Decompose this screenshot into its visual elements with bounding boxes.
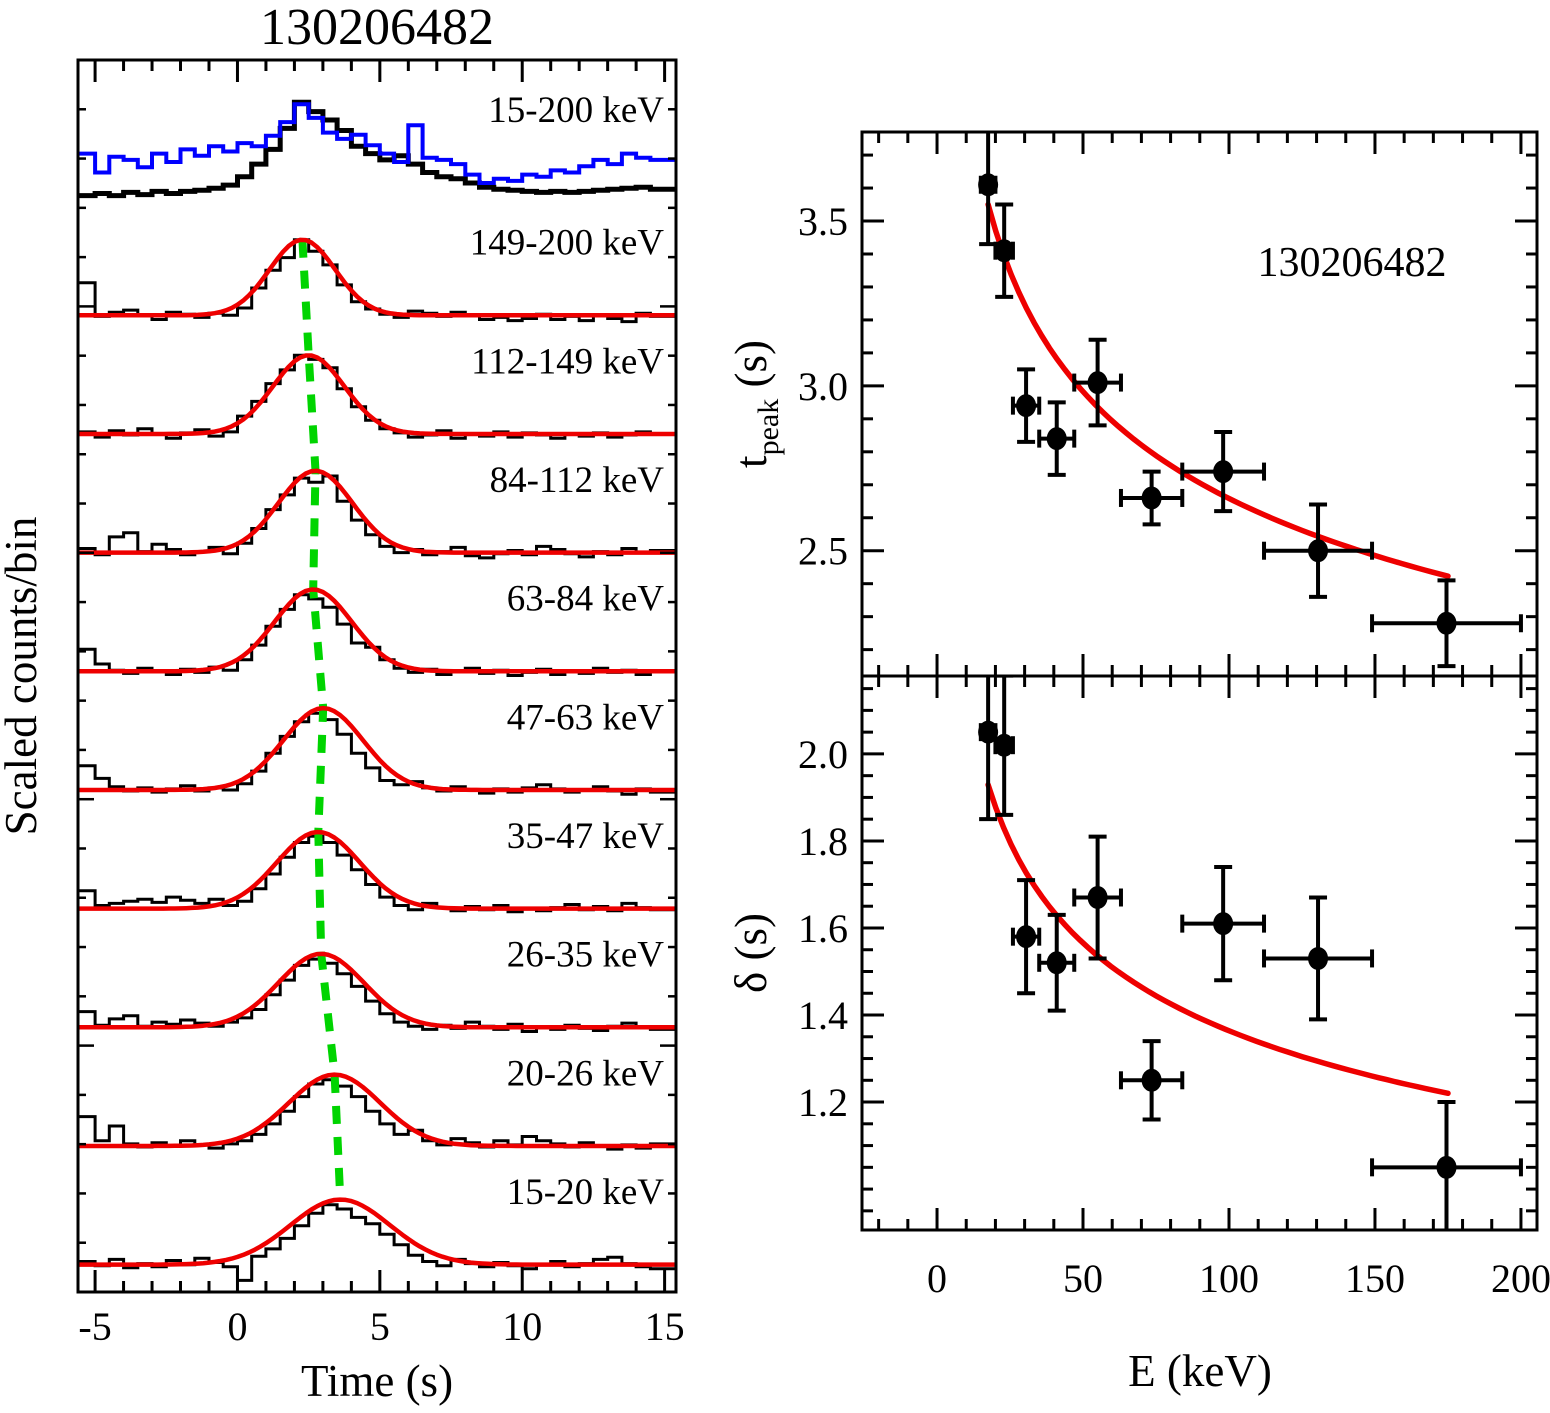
- light-curve-data: [78, 99, 676, 1282]
- band-label-15-200-kev: 15-200 keV: [488, 90, 664, 131]
- data-point-group: [1072, 834, 1123, 961]
- data-point-group: [1010, 878, 1042, 996]
- band-label-63-84-kev: 63-84 keV: [507, 579, 664, 620]
- tpeak-frame: [860, 130, 1539, 678]
- data-point-group: [1037, 400, 1077, 477]
- band-label-15-20-kev: 15-20 keV: [507, 1172, 664, 1213]
- data-point: [1141, 486, 1162, 510]
- x-tick-label: 10: [502, 1304, 542, 1349]
- data-point: [1016, 925, 1037, 949]
- y-tick-label: 2.0: [798, 732, 848, 777]
- data-point-group: [1370, 578, 1523, 669]
- histogram-15-200-kev-alt: [78, 102, 676, 185]
- band-label-20-26-kev: 20-26 keV: [507, 1053, 664, 1094]
- data-point-group: [1262, 895, 1375, 1022]
- data-point: [1046, 951, 1067, 975]
- histogram-15-200-kev: [78, 99, 676, 199]
- pulse-fit-20-26-kev: [78, 1072, 676, 1149]
- band-label-35-47-kev: 35-47 keV: [507, 816, 664, 857]
- dl-plot-data: [978, 676, 1523, 1230]
- x-tick-label: 100: [1199, 1256, 1259, 1301]
- pulse-fit-47-63-kev: [78, 705, 676, 793]
- data-point-group: [993, 676, 1015, 817]
- data-point-group: [1262, 502, 1375, 599]
- pulse-fit-26-35-kev: [78, 951, 676, 1030]
- data-point-group: [1010, 367, 1042, 444]
- power-law-fit: [985, 781, 1451, 1097]
- y-tick-label: 1.8: [798, 819, 848, 864]
- data-point-group: [1180, 430, 1267, 514]
- x-tick-label: 5: [370, 1304, 390, 1349]
- data-point-group: [1072, 337, 1123, 428]
- data-point: [1087, 886, 1108, 910]
- data-point: [1141, 1068, 1162, 1092]
- pulse-fit-63-84-kev: [78, 587, 676, 674]
- data-point: [978, 173, 999, 197]
- data-point: [1087, 371, 1108, 395]
- histogram-35-47-kev: [78, 834, 676, 914]
- tpeak-label-unit: (s): [726, 340, 776, 399]
- pulse-fit-84-112-kev: [78, 468, 676, 555]
- energy-axis-label: E (keV): [1128, 1346, 1272, 1396]
- band-label-84-112-kev: 84-112 keV: [490, 460, 665, 501]
- delta-panel: 1.2 1.4 1.6 1.8 2.0 0 50 100 150 200: [798, 676, 1550, 1301]
- y-tick-label: 3.0: [798, 364, 848, 409]
- data-point-group: [978, 132, 999, 247]
- data-point: [994, 733, 1015, 757]
- light-curve-frame: [76, 58, 678, 1294]
- tpeak-label-sub: peak: [752, 399, 785, 456]
- band-label-149-200-kev: 149-200 keV: [470, 223, 664, 264]
- data-point: [1308, 539, 1329, 563]
- data-point-group: [1180, 865, 1267, 983]
- tpeak-axis-label: tpeak (s): [726, 340, 785, 468]
- time-axis-label: Time (s): [301, 1356, 453, 1406]
- y-tick-label: 3.5: [798, 199, 848, 244]
- y-tick-label: 1.4: [798, 993, 848, 1038]
- data-point: [1213, 912, 1234, 936]
- x-tick-label: 0: [227, 1304, 247, 1349]
- band-label-112-149-kev: 112-149 keV: [471, 341, 664, 382]
- y-tick-label: 2.5: [798, 529, 848, 574]
- tpeak-panel: 2.5 3.0 3.5: [798, 132, 1537, 676]
- band-label-47-63-kev: 47-63 keV: [507, 697, 664, 738]
- left-panel-title: 130206482: [260, 0, 494, 56]
- x-tick-label: 150: [1345, 1256, 1405, 1301]
- data-point: [1016, 394, 1037, 418]
- data-point: [1436, 611, 1457, 635]
- x-tick-label: 0: [927, 1256, 947, 1301]
- tp-plot-data: [978, 132, 1523, 669]
- y-tick-label: 1.2: [798, 1080, 848, 1125]
- x-tick-label: 50: [1063, 1256, 1103, 1301]
- data-point: [1308, 946, 1329, 970]
- data-point-group: [1370, 1100, 1523, 1230]
- counts-axis-label: Scaled counts/bin: [0, 517, 46, 836]
- tpeak-label-main: t: [726, 455, 776, 468]
- pulse-fit-149-200-kev: [78, 237, 676, 318]
- y-tick-label: 1.6: [798, 906, 848, 951]
- data-point-group: [993, 202, 1015, 299]
- light-curve-panel: 15-200 keV 149-200 keV 112-149 keV 84-112 k…: [78, 60, 685, 1349]
- data-point-group: [1037, 912, 1077, 1013]
- x-tick-label: 200: [1491, 1256, 1550, 1301]
- band-label-26-35-kev: 26-35 keV: [507, 935, 664, 976]
- burst-id-annotation: 130206482: [1258, 240, 1447, 286]
- x-tick-label: 15: [645, 1304, 685, 1349]
- x-tick-label: -5: [78, 1304, 111, 1349]
- pulse-fit-35-47-kev: [78, 829, 676, 911]
- data-point: [994, 239, 1015, 263]
- data-point-group: [1118, 1039, 1185, 1122]
- data-point-group: [1118, 469, 1185, 527]
- delta-frame: [860, 674, 1539, 1232]
- pulse-fit-15-20-kev: [78, 1197, 676, 1267]
- data-point: [1436, 1155, 1457, 1179]
- data-point: [978, 720, 999, 744]
- data-point: [1213, 460, 1234, 484]
- delta-axis-label: δ (s): [726, 913, 776, 993]
- pulse-fit-112-149-kev: [78, 353, 676, 437]
- data-point: [1046, 427, 1067, 451]
